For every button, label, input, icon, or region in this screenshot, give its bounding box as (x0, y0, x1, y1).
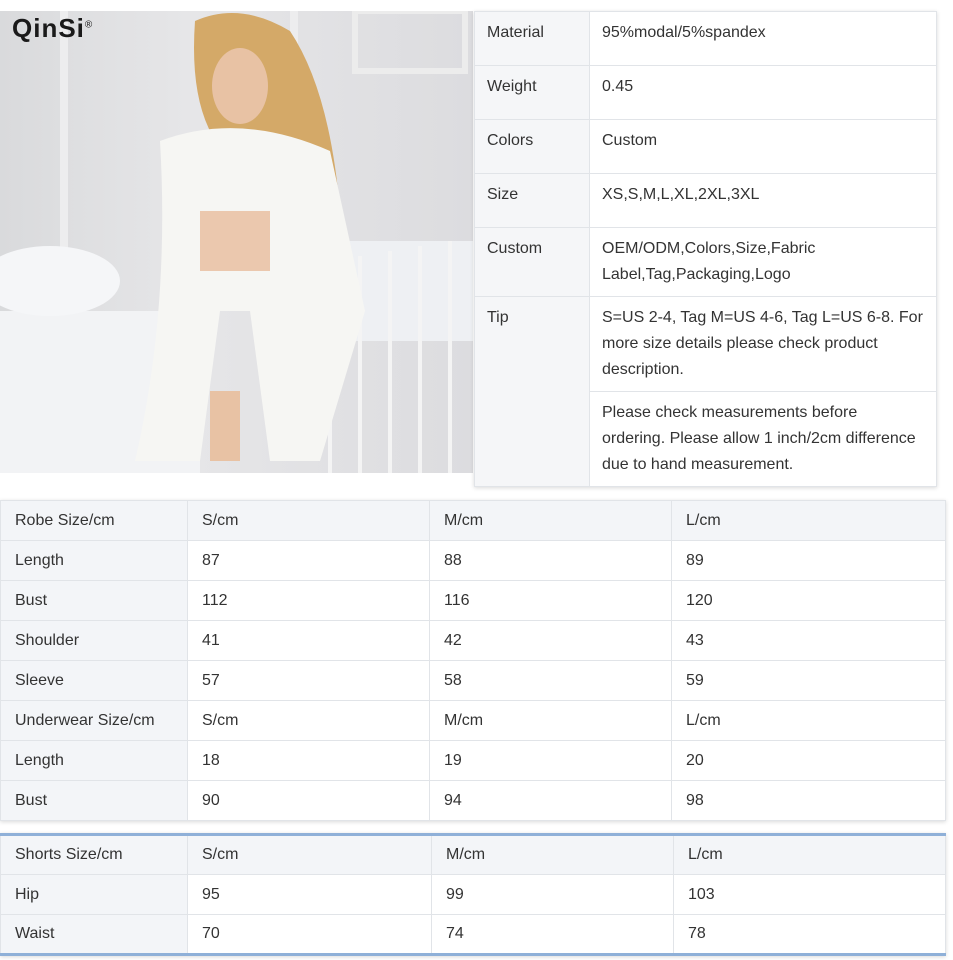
table-row: Underwear Size/cm S/cm M/cm L/cm (0, 700, 946, 741)
table-row: Length 87 88 89 (0, 540, 946, 581)
spec-value: OEM/ODM,Colors,Size,Fabric Label,Tag,Pac… (589, 227, 937, 297)
table-cell: 70 (187, 914, 432, 955)
table-cell: L/cm (671, 700, 946, 741)
table-cell: 78 (673, 914, 946, 955)
table-cell: Bust (0, 780, 188, 821)
table-row: Bust 90 94 98 (0, 780, 946, 821)
table-cell: 95 (187, 874, 432, 915)
table-cell: Bust (0, 580, 188, 621)
spec-row: Tip S=US 2-4, Tag M=US 4-6, Tag L=US 6-8.… (474, 296, 937, 487)
spec-row: Material 95%modal/5%spandex (474, 11, 937, 66)
spec-label: Colors (474, 119, 590, 174)
table-cell: 20 (671, 740, 946, 781)
spec-row: Size XS,S,M,L,XL,2XL,3XL (474, 173, 937, 228)
table-cell: Underwear Size/cm (0, 700, 188, 741)
table-row: Length 18 19 20 (0, 740, 946, 781)
spec-row: Custom OEM/ODM,Colors,Size,Fabric Label,T… (474, 227, 937, 297)
spec-row: Colors Custom (474, 119, 937, 174)
table-cell: L/cm (673, 834, 946, 875)
spec-value: 95%modal/5%spandex (589, 11, 937, 66)
table-cell: 116 (429, 580, 672, 621)
table-row: Waist 70 74 78 (0, 914, 946, 955)
table-cell: 94 (429, 780, 672, 821)
table-cell: S/cm (187, 834, 432, 875)
table-cell: 88 (429, 540, 672, 581)
table-cell: 41 (187, 620, 430, 661)
table-cell: 90 (187, 780, 430, 821)
table-cell: L/cm (671, 500, 946, 541)
table-cell: 59 (671, 660, 946, 701)
table-row: Robe Size/cm S/cm M/cm L/cm (0, 500, 946, 541)
spec-label: Weight (474, 65, 590, 120)
table-cell: Length (0, 740, 188, 781)
table-cell: 89 (671, 540, 946, 581)
table-cell: 87 (187, 540, 430, 581)
table-cell: 112 (187, 580, 430, 621)
spec-table: Material 95%modal/5%spandex Weight 0.45 Colo… (474, 11, 937, 487)
table-cell: 98 (671, 780, 946, 821)
table-cell: S/cm (187, 500, 430, 541)
spec-value: S=US 2-4, Tag M=US 4-6, Tag L=US 6-8. Fo… (589, 296, 937, 392)
table-cell: 58 (429, 660, 672, 701)
table-cell: M/cm (429, 700, 672, 741)
table-cell: 120 (671, 580, 946, 621)
spec-label: Custom (474, 227, 590, 297)
table-row: Sleeve 57 58 59 (0, 660, 946, 701)
table-cell: Waist (0, 914, 188, 955)
spec-row: Weight 0.45 (474, 65, 937, 120)
product-photo: QinSi® (0, 11, 473, 473)
table-cell: 74 (431, 914, 674, 955)
spec-value: Custom (589, 119, 937, 174)
spec-label: Tip (474, 296, 590, 487)
robe-size-table: Robe Size/cm S/cm M/cm L/cm Length 87 88 89 Bust… (0, 500, 946, 821)
table-cell: 99 (431, 874, 674, 915)
table-cell: Shoulder (0, 620, 188, 661)
table-row: Shorts Size/cm S/cm M/cm L/cm (0, 834, 946, 875)
model-photo-illustration (0, 11, 473, 473)
table-cell: S/cm (187, 700, 430, 741)
table-cell: 57 (187, 660, 430, 701)
table-cell: M/cm (431, 834, 674, 875)
spec-value: Please check measurements before orderin… (589, 391, 937, 487)
spec-value: XS,S,M,L,XL,2XL,3XL (589, 173, 937, 228)
table-row: Bust 112 116 120 (0, 580, 946, 621)
table-cell: Length (0, 540, 188, 581)
table-cell: 103 (673, 874, 946, 915)
table-cell: 18 (187, 740, 430, 781)
table-row: Shoulder 41 42 43 (0, 620, 946, 661)
shorts-size-table: Shorts Size/cm S/cm M/cm L/cm Hip 95 99 103 Wais… (0, 833, 946, 956)
table-cell: Shorts Size/cm (0, 834, 188, 875)
table-cell: Sleeve (0, 660, 188, 701)
table-cell: Hip (0, 874, 188, 915)
brand-logo: QinSi® (12, 13, 94, 43)
table-cell: M/cm (429, 500, 672, 541)
table-row: Hip 95 99 103 (0, 874, 946, 915)
table-cell: 19 (429, 740, 672, 781)
spec-value: 0.45 (589, 65, 937, 120)
table-cell: 42 (429, 620, 672, 661)
spec-label: Size (474, 173, 590, 228)
table-cell: 43 (671, 620, 946, 661)
spec-row: Please check measurements before orderin… (475, 391, 937, 487)
table-cell: Robe Size/cm (0, 500, 188, 541)
spec-label: Material (474, 11, 590, 66)
